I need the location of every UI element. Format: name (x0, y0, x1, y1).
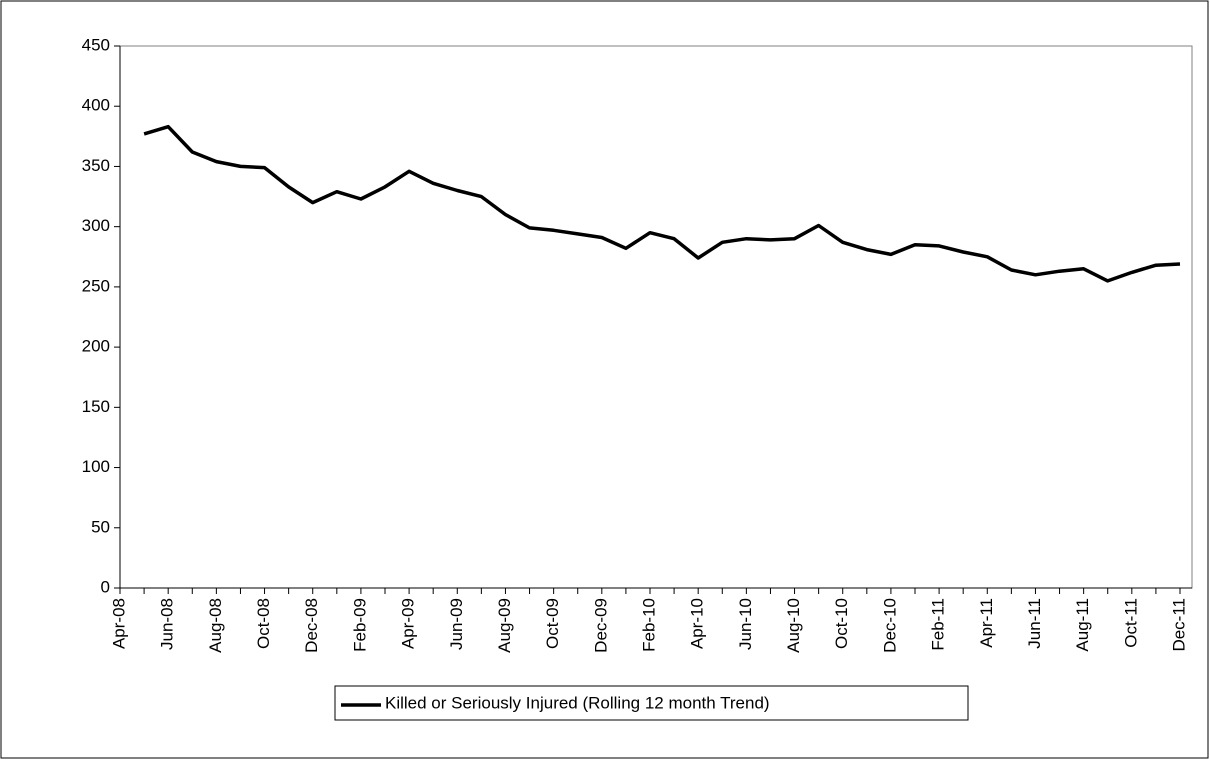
y-tick-label: 100 (82, 457, 110, 476)
x-tick-label: Oct-11 (1121, 598, 1140, 648)
y-tick-label: 250 (82, 276, 110, 295)
x-tick-label: Feb-10 (639, 598, 658, 652)
x-tick-label: Aug-08 (206, 598, 225, 653)
x-tick-label: Oct-09 (543, 598, 562, 649)
x-tick-label: Oct-10 (832, 598, 851, 649)
x-tick-label: Apr-11 (977, 598, 996, 648)
legend-label: Killed or Seriously Injured (Rolling 12 … (385, 693, 770, 712)
x-tick-label: Jun-11 (1025, 598, 1044, 649)
x-tick-label: Apr-10 (688, 598, 707, 649)
x-tick-label: Aug-10 (784, 598, 803, 653)
x-tick-label: Jun-10 (736, 598, 755, 650)
x-tick-label: Feb-11 (929, 598, 948, 651)
y-tick-label: 50 (91, 517, 110, 536)
y-tick-label: 0 (101, 577, 110, 596)
x-tick-label: Apr-08 (109, 598, 128, 649)
x-tick-label: Oct-08 (254, 598, 273, 649)
y-tick-label: 400 (82, 96, 110, 115)
y-tick-label: 200 (82, 337, 110, 356)
x-tick-label: Dec-11 (1169, 598, 1188, 652)
x-tick-label: Dec-09 (591, 598, 610, 653)
y-tick-label: 150 (82, 397, 110, 416)
x-tick-label: Aug-11 (1073, 598, 1092, 652)
legend-box (334, 685, 969, 721)
line-series (143, 124, 1181, 283)
x-tick-label: Dec-08 (302, 598, 321, 653)
x-tick-label: Dec-10 (880, 598, 899, 653)
x-tick-label: Jun-09 (447, 598, 466, 650)
y-tick-label: 350 (82, 156, 110, 175)
x-tick-label: Feb-09 (350, 598, 369, 652)
y-tick-label: 450 (82, 35, 110, 54)
y-tick-label: 300 (82, 216, 110, 235)
x-tick-label: Jun-08 (158, 598, 177, 650)
plot-area (119, 45, 1193, 589)
x-tick-label: Apr-09 (399, 598, 418, 649)
x-tick-label: Aug-09 (495, 598, 514, 653)
